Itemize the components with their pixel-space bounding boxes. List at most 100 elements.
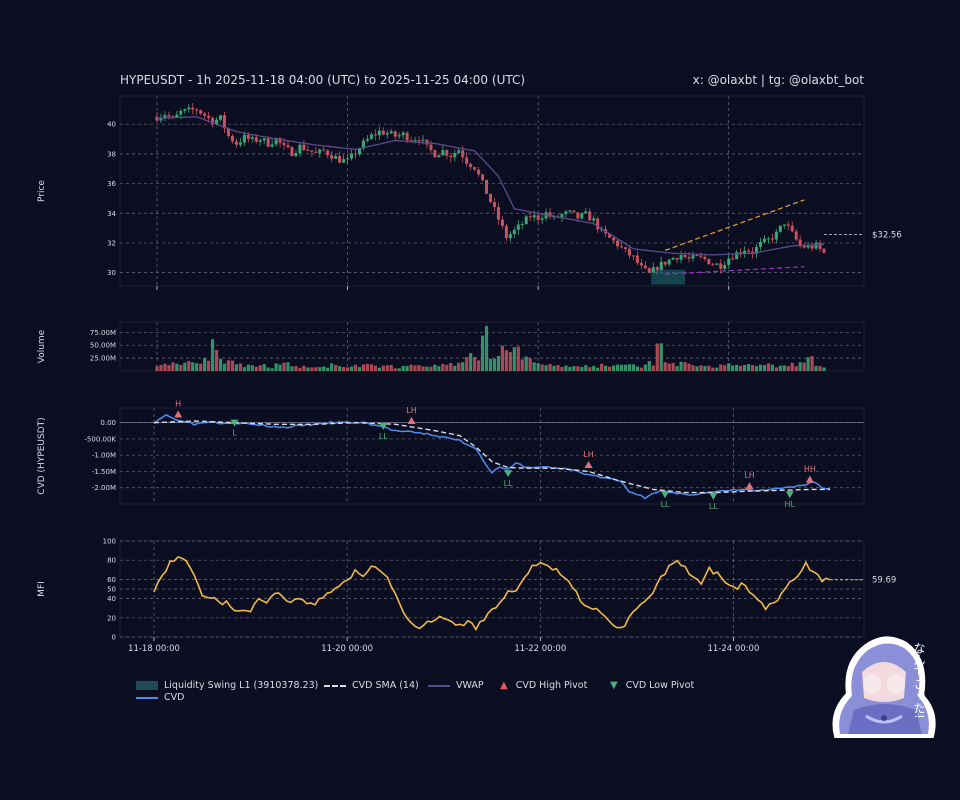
candle-body <box>739 252 743 254</box>
volume-bar <box>663 362 667 371</box>
chart-credit: x: @olaxbt | tg: @olaxbt_bot <box>692 73 864 87</box>
volume-bar <box>266 367 270 371</box>
candle-body <box>627 248 631 256</box>
volume-bar <box>536 363 540 371</box>
candle-body <box>659 261 663 270</box>
legend-item-high-pivot: ▲ CVD High Pivot <box>500 680 587 691</box>
candle-body <box>437 155 441 158</box>
mfi-tick-label: 0 <box>112 634 116 642</box>
legend-swatch-vwap <box>428 684 450 687</box>
volume-bar <box>683 362 687 371</box>
price-tick-label: 30 <box>107 269 116 277</box>
volume-bar <box>667 363 671 371</box>
candle-body <box>766 238 770 240</box>
volume-bar <box>774 367 778 371</box>
candle-body <box>568 210 572 212</box>
volume-bar <box>258 365 262 371</box>
candle-body <box>719 263 723 269</box>
candle-body <box>219 115 223 120</box>
volume-bar <box>175 363 179 371</box>
cvd-high-pivot-marker <box>745 482 754 490</box>
volume-bar <box>179 364 183 371</box>
volume-bar <box>183 362 187 371</box>
volume-bar <box>449 362 453 371</box>
volume-bar <box>476 360 481 371</box>
candle-body <box>334 156 338 159</box>
candle-body <box>171 116 175 118</box>
cvd-high-pivot-marker <box>805 475 814 483</box>
candle-body <box>504 225 508 239</box>
mfi-tick-label: 100 <box>103 538 116 546</box>
candle-body <box>576 212 580 219</box>
candle-body <box>675 257 679 260</box>
candle-body <box>786 224 790 226</box>
candle-body <box>417 140 421 142</box>
liquidity-zone <box>651 269 686 285</box>
candle-body <box>667 259 671 265</box>
candle-body <box>473 167 477 170</box>
candle-body <box>409 140 413 142</box>
volume-bar <box>544 365 548 371</box>
volume-bar <box>556 364 560 371</box>
volume-bar <box>465 357 469 371</box>
candle-body <box>485 179 489 194</box>
candle-body <box>552 216 556 218</box>
volume-bar <box>580 366 584 371</box>
volume-bar <box>457 362 461 371</box>
volume-bar <box>758 364 763 371</box>
volume-bar <box>199 363 203 371</box>
volume-bar <box>588 367 592 371</box>
volume-bar <box>207 360 211 371</box>
volume-bar <box>290 366 294 371</box>
volume-bar <box>532 362 536 371</box>
candle-body <box>711 264 715 266</box>
cvd-low-pivot-marker <box>785 491 794 499</box>
volume-bar <box>417 365 421 371</box>
candle-body <box>762 238 766 243</box>
volume-bar <box>377 367 381 371</box>
cvd-tick-label: -1.00M <box>92 452 116 460</box>
candle-body <box>393 131 397 137</box>
candle-body <box>377 130 381 136</box>
volume-bar <box>754 366 759 371</box>
volume-bar <box>246 364 250 371</box>
candle-body <box>663 261 667 265</box>
cvd-sma-line <box>153 420 830 494</box>
candle-body <box>274 138 278 145</box>
volume-bar <box>548 363 552 371</box>
volume-bar <box>695 366 699 371</box>
candle-body <box>631 255 635 257</box>
volume-bar <box>330 363 334 371</box>
legend-item-cvd-sma: CVD SMA (14) <box>324 680 419 691</box>
candle-body <box>262 138 266 141</box>
volume-bar <box>707 365 711 371</box>
candle-body <box>155 116 159 121</box>
volume-bar <box>353 364 358 371</box>
candle-body <box>465 157 469 164</box>
volume-bar <box>750 365 755 371</box>
candle-body <box>516 224 520 230</box>
candle-body <box>445 150 449 156</box>
volume-bar <box>278 364 282 371</box>
volume-bar <box>746 364 751 371</box>
cvd-axis-label: CVD (HYPEUSDT) <box>37 417 47 494</box>
volume-bar <box>155 366 159 371</box>
volume-bar <box>302 365 306 371</box>
candle-body <box>258 140 262 142</box>
candle-body <box>747 250 751 252</box>
legend-item-low-pivot: ▼ CVD Low Pivot <box>610 680 694 691</box>
volume-bar <box>226 360 231 371</box>
legend-label-cvd: CVD <box>164 692 185 703</box>
volume-bar <box>516 346 520 371</box>
candle-body <box>723 264 727 269</box>
candle-body <box>616 240 620 247</box>
volume-bar <box>627 364 632 371</box>
volume-bar <box>334 364 338 371</box>
volume-bar <box>687 363 691 371</box>
volume-bar <box>429 366 433 371</box>
mfi-last-label: 59.69 <box>872 576 896 586</box>
candle-body <box>699 255 703 257</box>
mascot-caption: なんてこった! <box>912 642 926 719</box>
candle-body <box>727 258 731 265</box>
volume-bar <box>385 365 389 371</box>
